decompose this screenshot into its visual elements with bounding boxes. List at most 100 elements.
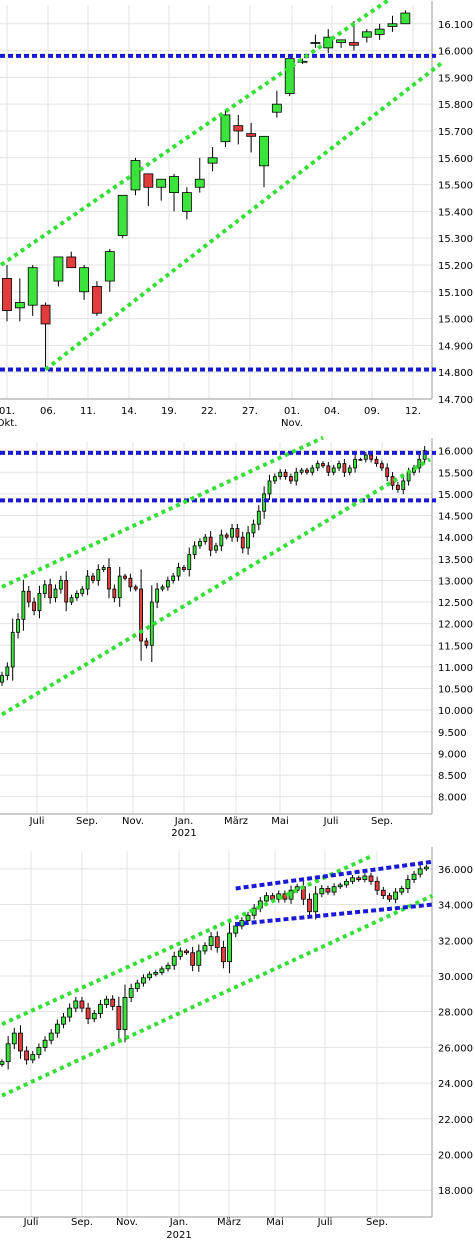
candle-body <box>165 580 170 588</box>
candle-body <box>198 541 202 547</box>
candle-body <box>390 476 395 486</box>
trend-channel-upper <box>1 436 324 589</box>
candle-body <box>176 567 181 577</box>
candle-body <box>2 277 12 311</box>
candle-body <box>53 588 58 599</box>
candle-body <box>24 1050 30 1061</box>
trend-channel-lower <box>44 59 446 372</box>
y-tick-label: 15.800 <box>438 100 473 111</box>
candle-body <box>96 569 101 581</box>
candle-body <box>58 580 63 590</box>
candle-body <box>313 893 319 913</box>
x-tick-label: März <box>217 1217 241 1228</box>
candle-body <box>80 588 85 594</box>
candle-body <box>262 493 267 512</box>
candle-body <box>284 58 295 94</box>
candle-body <box>203 536 208 542</box>
candle-body <box>219 534 224 547</box>
candle-body <box>343 880 349 886</box>
y-tick-label: 14.500 <box>438 512 473 523</box>
y-tick-label: 28.000 <box>438 1008 473 1019</box>
y-tick-label: 8.000 <box>438 793 467 804</box>
candle-body <box>156 178 167 188</box>
candle-body <box>112 588 117 599</box>
candle-body <box>165 964 171 970</box>
candle-body <box>297 60 308 63</box>
y-tick-label: 8.500 <box>438 771 467 782</box>
candle-body <box>337 884 343 888</box>
candle-body <box>104 251 115 282</box>
candle-body <box>85 1007 91 1020</box>
candle-body <box>353 458 358 469</box>
candle-body <box>0 1061 5 1065</box>
candle-body <box>362 875 368 880</box>
y-tick-label: 15.200 <box>438 261 473 272</box>
candle-body <box>230 528 234 538</box>
x-tick-label: Mai <box>271 816 289 827</box>
y-tick-label: 15.500 <box>438 468 473 479</box>
x-tick-sublabel: Okt. <box>0 418 17 429</box>
candle-body <box>363 454 368 460</box>
candle-body <box>240 536 245 549</box>
candle-body <box>272 476 277 482</box>
candle-body <box>294 471 299 482</box>
x-tick-label: 01. <box>284 406 300 417</box>
candle-body <box>144 640 149 646</box>
candle-body <box>27 267 38 306</box>
candle-body <box>48 1032 54 1041</box>
candle-body <box>30 1054 36 1061</box>
y-tick-label: 14.700 <box>438 395 473 406</box>
candle-body <box>208 936 214 947</box>
candle-body <box>214 545 218 551</box>
candle-body <box>192 545 197 555</box>
candle-body <box>0 675 4 683</box>
candle-body <box>233 125 244 132</box>
candle-body <box>64 580 69 603</box>
candle-body <box>85 575 90 590</box>
y-tick-label: 13.500 <box>438 555 473 566</box>
candle-body <box>235 528 240 538</box>
candle-body <box>110 998 116 1007</box>
candle-body <box>169 176 179 194</box>
candle-body <box>37 592 42 612</box>
y-tick-label: 12.500 <box>438 598 473 609</box>
candle-body <box>405 879 411 889</box>
y-tick-label: 15.000 <box>438 315 473 326</box>
x-tick-label: Sep. <box>366 1217 388 1228</box>
x-tick-label: 06. <box>40 406 56 417</box>
y-tick-label: 10.000 <box>438 706 473 717</box>
candle-body <box>326 465 331 473</box>
candle-body <box>227 932 232 963</box>
candle-body <box>26 590 31 603</box>
candle-body <box>283 471 288 478</box>
candle-body <box>379 463 384 469</box>
y-tick-label: 14.900 <box>438 341 473 352</box>
x-tick-sublabel: 2021 <box>166 1230 191 1241</box>
y-tick-label: 14.800 <box>438 368 473 379</box>
candle-body <box>104 998 109 1005</box>
trend-channel-lower <box>1 893 434 1098</box>
candle-body <box>411 873 417 880</box>
candle-body <box>387 23 398 27</box>
candle-body <box>18 1032 23 1052</box>
candle-body <box>143 173 154 188</box>
x-tick-label: Juli <box>317 1217 333 1228</box>
candle-body <box>358 458 363 461</box>
y-tick-label: 15.400 <box>438 207 473 218</box>
x-tick-label: Nov. <box>122 816 144 827</box>
candle-body <box>347 467 352 473</box>
candle-body <box>48 584 53 599</box>
blue-channel-upper <box>235 859 433 891</box>
candle-body <box>208 536 213 551</box>
candle-body <box>374 880 380 891</box>
candle-body <box>251 523 256 534</box>
y-tick-label: 30.000 <box>438 972 473 983</box>
candle-body <box>171 955 177 966</box>
x-tick-label: Sep. <box>371 816 393 827</box>
x-tick-label: 11. <box>80 406 96 417</box>
candle-body <box>53 256 64 282</box>
x-tick-label: Sep. <box>71 1217 93 1228</box>
candle-body <box>319 888 325 895</box>
y-tick-label: 16.100 <box>438 20 473 31</box>
candle-body <box>5 1043 11 1063</box>
